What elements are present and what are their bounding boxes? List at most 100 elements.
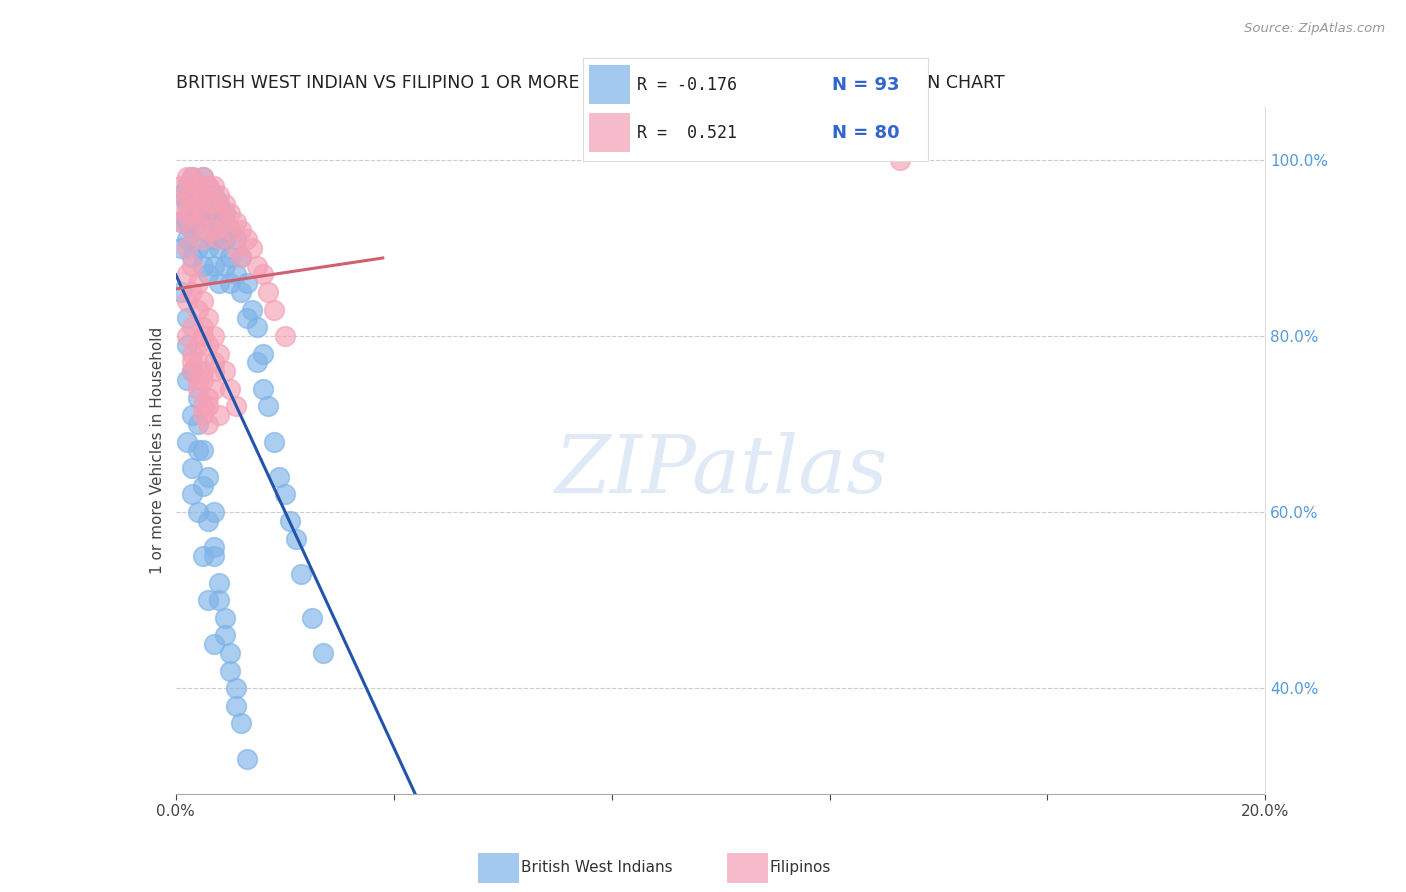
Point [202, 541, 225, 555]
Point [181, 285, 204, 299]
Point [186, 276, 209, 290]
Point [181, 409, 204, 423]
Point [219, 276, 242, 290]
Point [176, 205, 198, 219]
Point [202, 223, 225, 237]
Point [197, 197, 219, 211]
Point [176, 311, 198, 326]
Point [219, 250, 242, 264]
Point [225, 268, 247, 282]
Point [181, 259, 204, 273]
Point [197, 400, 219, 414]
Point [186, 382, 209, 396]
Point [191, 549, 214, 563]
Point [186, 179, 209, 194]
Point [208, 409, 231, 423]
Point [290, 566, 312, 581]
Point [181, 320, 204, 334]
Point [246, 320, 269, 334]
Point [181, 461, 204, 475]
Point [181, 487, 204, 501]
Point [191, 400, 214, 414]
Point [197, 417, 219, 431]
Point [176, 179, 198, 194]
Point [176, 268, 198, 282]
Point [186, 179, 209, 194]
Point [197, 514, 219, 528]
Point [246, 355, 269, 369]
Point [202, 637, 225, 651]
Point [274, 487, 297, 501]
Point [176, 338, 198, 352]
Point [181, 205, 204, 219]
Point [208, 214, 231, 228]
Point [208, 188, 231, 202]
Point [197, 214, 219, 228]
Point [191, 259, 214, 273]
Point [219, 205, 242, 219]
Point [181, 346, 204, 360]
Point [246, 259, 269, 273]
Point [181, 223, 204, 237]
Text: Source: ZipAtlas.com: Source: ZipAtlas.com [1244, 22, 1385, 36]
Point [225, 400, 247, 414]
Point [170, 179, 193, 194]
Point [278, 514, 301, 528]
Point [252, 382, 274, 396]
FancyBboxPatch shape [478, 854, 519, 883]
Point [191, 409, 214, 423]
Point [263, 434, 285, 449]
Point [186, 355, 209, 369]
Point [225, 241, 247, 255]
Point [219, 382, 242, 396]
Point [202, 197, 225, 211]
Point [214, 205, 236, 219]
Point [284, 532, 307, 546]
Point [225, 232, 247, 246]
Point [202, 355, 225, 369]
Point [191, 373, 214, 387]
Point [176, 241, 198, 255]
Point [235, 311, 257, 326]
Point [176, 170, 198, 185]
Point [191, 232, 214, 246]
Text: ZIPatlas: ZIPatlas [554, 433, 887, 510]
Point [191, 223, 214, 237]
Point [186, 197, 209, 211]
Text: R =  0.521: R = 0.521 [637, 124, 737, 142]
Point [191, 205, 214, 219]
Point [225, 698, 247, 713]
Point [208, 232, 231, 246]
Text: N = 80: N = 80 [831, 124, 898, 142]
Point [219, 223, 242, 237]
Point [191, 364, 214, 378]
Point [186, 443, 209, 458]
Point [197, 391, 219, 405]
Point [170, 214, 193, 228]
Point [176, 232, 198, 246]
Point [225, 681, 247, 696]
Point [263, 302, 285, 317]
Point [219, 646, 242, 660]
Point [197, 470, 219, 484]
Point [269, 470, 291, 484]
Point [191, 443, 214, 458]
Point [191, 170, 214, 185]
Point [181, 364, 204, 378]
Point [181, 188, 204, 202]
Point [219, 223, 242, 237]
Point [219, 664, 242, 678]
Point [214, 259, 236, 273]
Point [197, 311, 219, 326]
Point [235, 276, 257, 290]
Point [214, 214, 236, 228]
Point [170, 197, 193, 211]
Point [202, 505, 225, 519]
Point [202, 205, 225, 219]
Point [191, 205, 214, 219]
Text: British West Indians: British West Indians [522, 860, 673, 875]
Point [202, 232, 225, 246]
Point [191, 170, 214, 185]
Point [170, 188, 193, 202]
Point [208, 593, 231, 607]
